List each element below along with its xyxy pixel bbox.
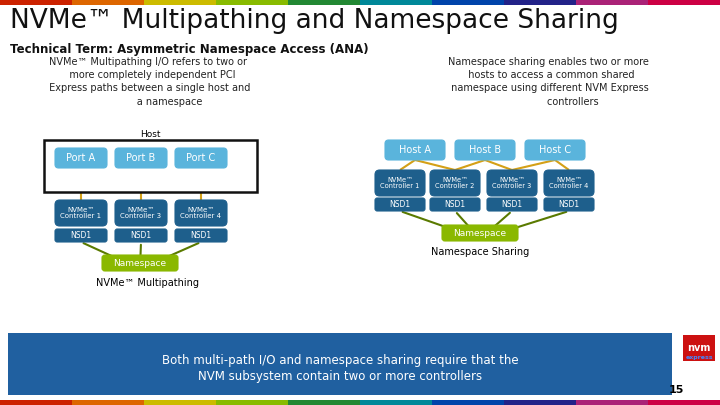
Text: Namespace: Namespace: [114, 258, 166, 267]
Text: 15: 15: [668, 385, 684, 395]
Bar: [72, 400, 144, 405]
Text: NVMe™
Controller 1: NVMe™ Controller 1: [60, 207, 102, 220]
FancyBboxPatch shape: [102, 255, 178, 271]
Bar: [8, 333, 672, 395]
Bar: [432, 0, 504, 5]
Text: NVMe™ Multipathing: NVMe™ Multipathing: [96, 278, 199, 288]
FancyBboxPatch shape: [487, 198, 537, 211]
Bar: [216, 400, 288, 405]
Text: nvm: nvm: [688, 343, 711, 353]
Bar: [288, 0, 360, 5]
Bar: [216, 0, 288, 5]
Text: Both multi-path I/O and namespace sharing require that the: Both multi-path I/O and namespace sharin…: [162, 354, 518, 367]
Text: NSD1: NSD1: [71, 231, 91, 240]
FancyBboxPatch shape: [115, 148, 167, 168]
Bar: [576, 0, 648, 5]
FancyBboxPatch shape: [385, 140, 445, 160]
Bar: [144, 0, 216, 5]
Text: Namespace sharing enables two or more
  hosts to access a common shared
 namespa: Namespace sharing enables two or more ho…: [448, 57, 649, 107]
Text: NVMe™ Multipathing and Namespace Sharing: NVMe™ Multipathing and Namespace Sharing: [10, 8, 618, 34]
FancyBboxPatch shape: [375, 170, 425, 196]
Text: NVMe™
Controller 2: NVMe™ Controller 2: [436, 177, 474, 190]
Text: NVMe™
Controller 4: NVMe™ Controller 4: [549, 177, 589, 190]
Bar: [504, 0, 576, 5]
FancyBboxPatch shape: [544, 170, 594, 196]
Text: NSD1: NSD1: [130, 231, 152, 240]
Text: Namespace: Namespace: [454, 228, 507, 237]
Text: NVMe™
Controller 4: NVMe™ Controller 4: [181, 207, 222, 220]
FancyBboxPatch shape: [55, 200, 107, 226]
Bar: [648, 0, 720, 5]
Bar: [144, 400, 216, 405]
FancyBboxPatch shape: [430, 198, 480, 211]
Text: NSD1: NSD1: [501, 200, 523, 209]
Text: NSD1: NSD1: [390, 200, 410, 209]
Bar: [683, 335, 715, 361]
FancyBboxPatch shape: [544, 198, 594, 211]
Bar: [44, 140, 257, 192]
Text: NVMe™
Controller 3: NVMe™ Controller 3: [492, 177, 531, 190]
Bar: [72, 0, 144, 5]
Text: NVMe™
Controller 3: NVMe™ Controller 3: [120, 207, 161, 220]
FancyBboxPatch shape: [175, 229, 227, 242]
Text: NSD1: NSD1: [190, 231, 212, 240]
Text: NVMe™ Multipathing I/O refers to two or
   more completely independent PCI
 Expr: NVMe™ Multipathing I/O refers to two or …: [46, 57, 250, 107]
Text: Port C: Port C: [186, 153, 215, 163]
FancyBboxPatch shape: [487, 170, 537, 196]
Text: Technical Term: Asymmetric Namespace Access (ANA): Technical Term: Asymmetric Namespace Acc…: [10, 43, 369, 56]
FancyBboxPatch shape: [55, 229, 107, 242]
Text: Namespace Sharing: Namespace Sharing: [431, 247, 529, 257]
Text: Host B: Host B: [469, 145, 501, 155]
Bar: [432, 400, 504, 405]
Bar: [504, 400, 576, 405]
FancyBboxPatch shape: [115, 200, 167, 226]
Text: express: express: [685, 356, 713, 360]
FancyBboxPatch shape: [115, 229, 167, 242]
Bar: [576, 400, 648, 405]
Bar: [360, 400, 432, 405]
Bar: [360, 0, 432, 5]
Text: Host A: Host A: [399, 145, 431, 155]
FancyBboxPatch shape: [442, 225, 518, 241]
FancyBboxPatch shape: [455, 140, 515, 160]
Text: NSD1: NSD1: [559, 200, 580, 209]
Text: NSD1: NSD1: [444, 200, 466, 209]
Text: Port A: Port A: [66, 153, 96, 163]
FancyBboxPatch shape: [55, 148, 107, 168]
Bar: [0, 0, 72, 5]
FancyBboxPatch shape: [430, 170, 480, 196]
Bar: [0, 400, 72, 405]
Bar: [648, 400, 720, 405]
Text: Host: Host: [140, 130, 161, 139]
FancyBboxPatch shape: [525, 140, 585, 160]
FancyBboxPatch shape: [175, 148, 227, 168]
FancyBboxPatch shape: [175, 200, 227, 226]
Text: Host C: Host C: [539, 145, 571, 155]
Text: Port B: Port B: [127, 153, 156, 163]
Bar: [288, 400, 360, 405]
Text: NVM subsystem contain two or more controllers: NVM subsystem contain two or more contro…: [198, 370, 482, 383]
Text: NVMe™
Controller 1: NVMe™ Controller 1: [380, 177, 420, 190]
FancyBboxPatch shape: [375, 198, 425, 211]
